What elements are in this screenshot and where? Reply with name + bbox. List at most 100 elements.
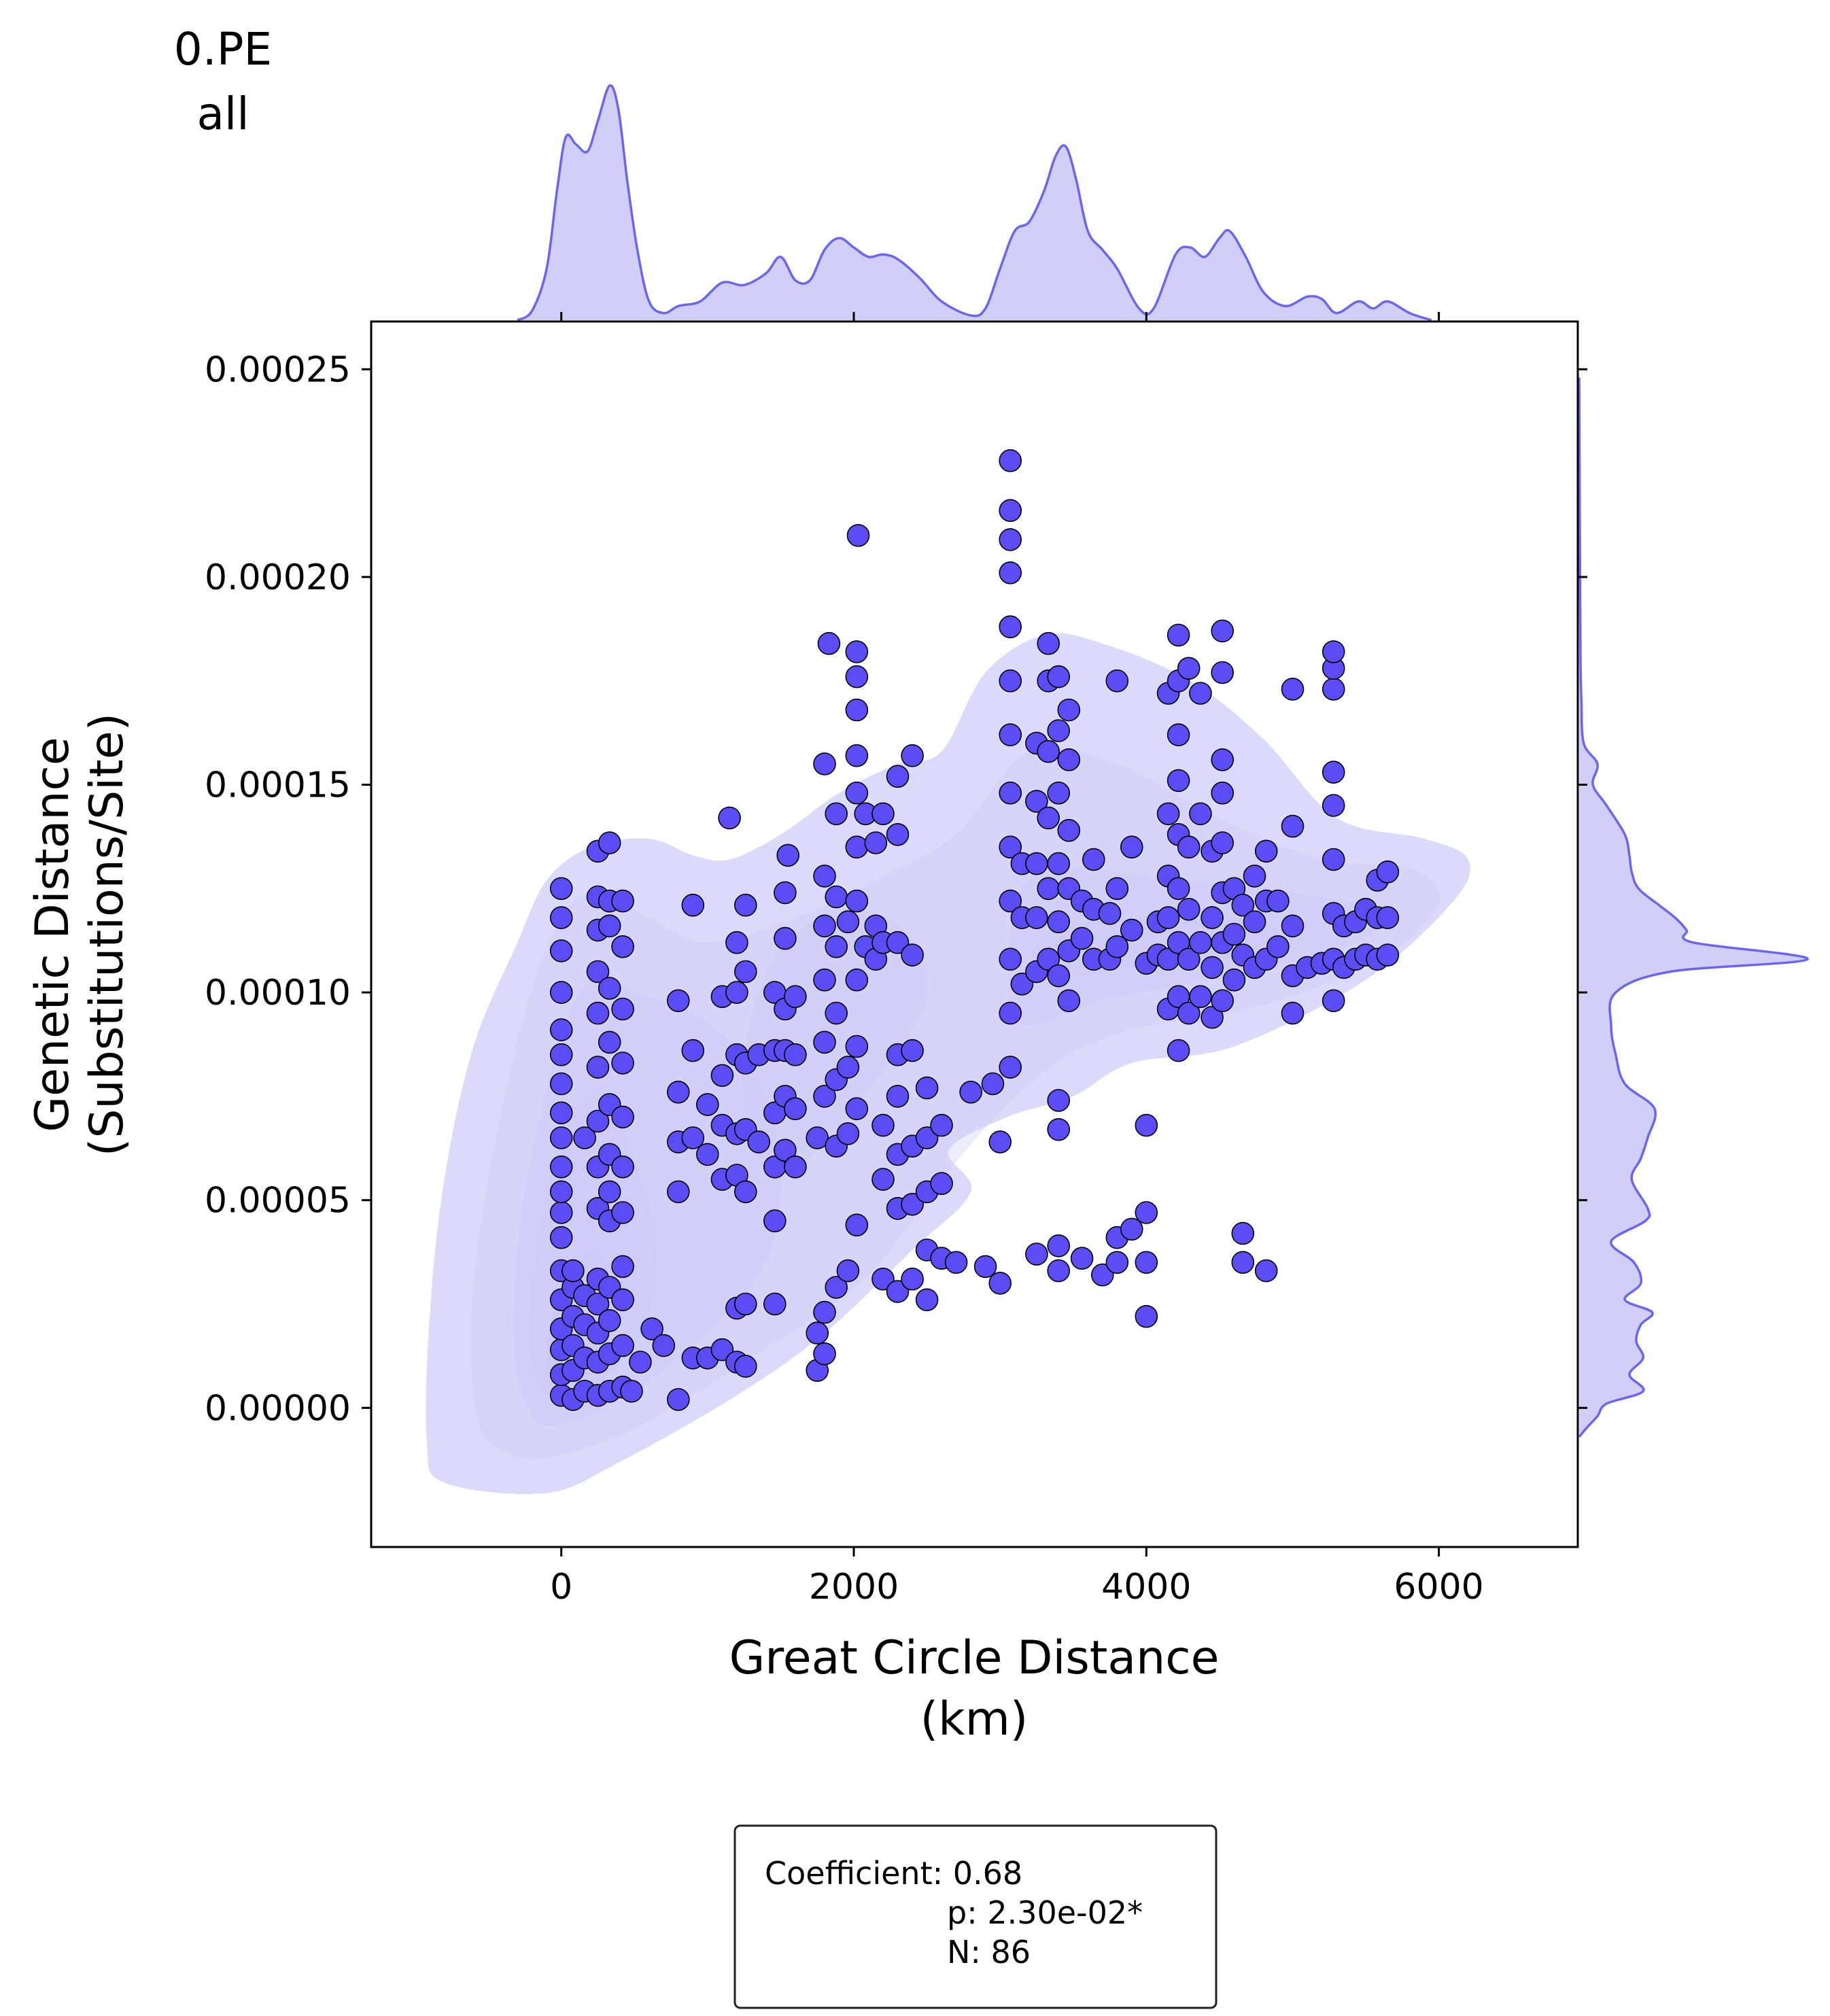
stats-box-frame bbox=[733, 1824, 1218, 2009]
data-point bbox=[1322, 989, 1345, 1013]
data-point bbox=[825, 1001, 848, 1025]
data-point bbox=[1120, 918, 1143, 942]
data-point bbox=[1070, 1247, 1094, 1270]
corner-title-line-1: 0.PE bbox=[174, 23, 272, 75]
data-point bbox=[611, 935, 634, 958]
data-point bbox=[734, 1355, 757, 1378]
data-point bbox=[845, 640, 869, 663]
data-point bbox=[549, 1201, 573, 1224]
data-point bbox=[845, 1035, 869, 1058]
data-point bbox=[1047, 1234, 1070, 1257]
data-point bbox=[549, 939, 573, 962]
stats-n: N: 86 bbox=[947, 1934, 1031, 1970]
data-point bbox=[959, 1081, 982, 1104]
data-point bbox=[813, 752, 836, 776]
data-point bbox=[1222, 922, 1246, 946]
data-point bbox=[845, 968, 869, 992]
data-point bbox=[825, 1276, 848, 1299]
data-point bbox=[886, 823, 910, 846]
data-point bbox=[1177, 835, 1201, 858]
data-point bbox=[845, 744, 869, 767]
data-point bbox=[734, 1180, 757, 1204]
data-point bbox=[1037, 806, 1060, 830]
data-point bbox=[1135, 1201, 1158, 1224]
data-point bbox=[886, 931, 910, 954]
y-axis-title-line-1: Genetic Distance bbox=[26, 737, 80, 1132]
data-point bbox=[611, 1155, 634, 1179]
data-point bbox=[999, 449, 1022, 472]
data-point bbox=[1189, 682, 1212, 705]
data-point bbox=[1091, 1263, 1114, 1287]
data-point bbox=[549, 1180, 573, 1204]
data-point bbox=[845, 781, 869, 805]
data-point bbox=[1047, 781, 1070, 805]
data-point bbox=[1222, 968, 1246, 992]
data-point bbox=[846, 523, 870, 547]
data-point bbox=[620, 1380, 643, 1403]
data-point bbox=[549, 981, 573, 1004]
data-point bbox=[1167, 877, 1190, 901]
data-point bbox=[586, 960, 610, 984]
data-point bbox=[836, 910, 860, 933]
data-point bbox=[836, 1259, 860, 1283]
data-point bbox=[710, 1064, 734, 1088]
data-point bbox=[1167, 723, 1190, 746]
data-point bbox=[930, 1172, 953, 1195]
data-point bbox=[1254, 1259, 1278, 1283]
data-point bbox=[1135, 1305, 1158, 1328]
data-point bbox=[999, 1056, 1022, 1079]
data-point bbox=[1211, 619, 1234, 643]
data-point bbox=[988, 1130, 1012, 1153]
data-point bbox=[1281, 1001, 1305, 1025]
x-tick-label: 4000 bbox=[1101, 1567, 1191, 1607]
data-point bbox=[886, 1085, 910, 1108]
data-point bbox=[871, 1268, 895, 1291]
data-point bbox=[1322, 761, 1345, 784]
data-point bbox=[549, 1018, 573, 1041]
data-point bbox=[611, 1052, 634, 1075]
data-point bbox=[774, 881, 797, 905]
data-point bbox=[901, 1268, 924, 1291]
data-point bbox=[1231, 893, 1255, 917]
y-tick-label: 0.00005 bbox=[205, 1181, 351, 1221]
data-point bbox=[999, 835, 1022, 858]
data-point bbox=[1231, 1221, 1255, 1245]
data-point bbox=[901, 1193, 924, 1216]
data-point bbox=[1211, 989, 1234, 1013]
x-tick-label: 0 bbox=[550, 1567, 572, 1607]
y-axis-title: Genetic Distance (Substitutions/Site) bbox=[26, 713, 134, 1156]
marginal-x-kde bbox=[517, 84, 1432, 321]
data-point bbox=[1105, 1251, 1129, 1274]
data-point bbox=[981, 1072, 1005, 1096]
data-point bbox=[725, 981, 748, 1004]
data-point bbox=[1025, 1242, 1048, 1266]
data-point bbox=[1211, 748, 1234, 771]
data-point bbox=[1037, 948, 1060, 971]
data-point bbox=[696, 1143, 719, 1166]
data-point bbox=[825, 885, 848, 909]
data-point bbox=[696, 1093, 719, 1116]
data-point bbox=[999, 615, 1022, 639]
data-point bbox=[1167, 1039, 1190, 1062]
data-point bbox=[1281, 914, 1305, 938]
data-point bbox=[813, 914, 836, 938]
data-point bbox=[1211, 781, 1234, 805]
data-point bbox=[999, 669, 1022, 693]
x-axis-title-line-1: Great Circle Distance bbox=[729, 1631, 1220, 1685]
data-point bbox=[598, 977, 621, 1000]
data-point bbox=[813, 865, 836, 888]
data-point bbox=[1167, 623, 1190, 647]
stats-coefficient: Coefficient: 0.68 bbox=[765, 1855, 1022, 1892]
data-point bbox=[930, 1113, 953, 1137]
corner-title: 0.PE all bbox=[174, 23, 272, 140]
data-point bbox=[549, 1126, 573, 1149]
marginal-y-kde-line bbox=[1578, 377, 1809, 1438]
data-point bbox=[1047, 1089, 1070, 1112]
data-point bbox=[901, 943, 924, 967]
data-point bbox=[845, 889, 869, 913]
data-point bbox=[999, 781, 1022, 805]
data-point bbox=[734, 960, 757, 984]
data-point bbox=[1201, 906, 1224, 929]
data-point bbox=[999, 528, 1022, 551]
data-point bbox=[784, 985, 807, 1008]
